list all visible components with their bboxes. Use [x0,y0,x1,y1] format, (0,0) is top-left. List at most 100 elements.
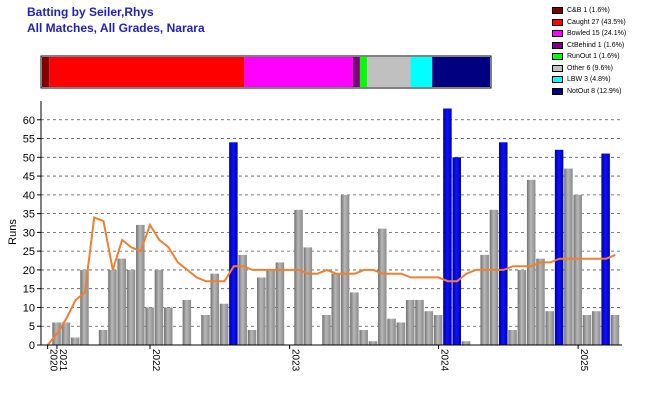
not-out-bar [229,142,238,345]
y-tick-label: 25 [23,246,35,258]
y-tick-label: 0 [29,340,35,352]
y-tick-label: 45 [23,171,35,183]
legend-label: RunOut 1 (1.6%) [567,53,620,61]
run-bars [52,108,620,345]
dismissal-segment [42,57,50,87]
not-out-bar [452,157,461,345]
innings-bar [564,168,573,345]
innings-bar [80,269,89,345]
innings-bar [582,314,592,345]
innings-bar [340,194,350,345]
legend-swatch [552,18,563,26]
innings-bar [70,337,80,345]
legend-swatch [552,30,563,38]
innings-bar [257,277,266,345]
innings-bar [247,329,257,345]
y-tick-label: 5 [29,321,35,333]
innings-bar [592,311,601,345]
dismissal-segment [352,57,360,87]
x-tick-label: 2022 [150,349,161,372]
not-out-bar [443,108,452,345]
innings-bar [117,258,126,345]
not-out-bar [601,153,610,345]
innings-bar [238,254,247,345]
y-tick-label: 35 [23,209,35,221]
innings-bar [163,307,173,345]
innings-bar [415,299,424,345]
legend-item: Bowled 15 (24.1%) [552,28,648,40]
innings-bar [545,311,555,345]
legend-item: NotOut 8 (12.9%) [552,86,648,98]
innings-bar [303,247,313,345]
dismissal-bar [42,57,490,87]
innings-bar [201,314,210,345]
dismissal-bar-frame [40,55,492,89]
innings-bar [266,269,275,345]
legend-swatch [552,41,563,49]
innings-bar [182,299,192,345]
innings-bar [461,341,471,345]
y-axis-label: Runs [7,219,19,245]
innings-bar [61,322,71,345]
legend-label: Other 6 (9.6%) [567,64,613,72]
legend-item: Caught 27 (43.5%) [552,17,648,29]
y-tick-label: 10 [23,302,35,314]
y-tick-label: 40 [23,190,35,202]
innings-bar [526,179,536,345]
legend-label: CtBehind 1 (1.6%) [567,41,625,49]
innings-bar [359,329,368,345]
legend-item: C&B 1 (1.6%) [552,5,648,17]
innings-bar [517,269,527,345]
y-tick-label: 20 [23,265,35,277]
innings-bar [480,254,489,345]
y-tick-label: 60 [23,115,35,127]
y-tick-label: 30 [23,227,35,239]
y-tick-label: 50 [23,152,35,164]
legend-label: C&B 1 (1.6%) [567,7,610,15]
legend-swatch [552,7,563,15]
innings-bar [387,318,396,345]
legend: C&B 1 (1.6%) Caught 27 (43.5%) Bowled 15… [552,5,648,97]
innings-bar [126,269,136,345]
innings-bar [378,228,387,345]
legend-label: LBW 3 (4.8%) [567,76,611,84]
innings-bar [275,262,285,345]
x-tick-label: 2024 [439,349,450,372]
dismissal-segment [359,57,368,87]
innings-bar [294,209,303,345]
innings-bar [368,341,378,345]
legend-label: Caught 27 (43.5%) [567,18,626,26]
innings-bar [433,314,443,345]
not-out-bar [499,142,508,345]
x-tick-label: 2020 [48,349,59,372]
x-tick-label: 2021 [57,349,68,372]
legend-item: Other 6 (9.6%) [552,63,648,75]
legend-swatch [552,53,563,61]
innings-bar [424,311,434,345]
legend-label: NotOut 8 (12.9%) [567,87,622,95]
legend-item: CtBehind 1 (1.6%) [552,40,648,52]
dismissal-segment [432,57,490,87]
y-tick-label: 15 [23,284,35,296]
chart-title: Batting by Seiler,Rhys [27,5,154,19]
dismissal-segment [49,57,245,87]
innings-bar [610,314,620,345]
innings-bar [136,224,145,345]
x-tick-label: 2025 [578,349,589,372]
innings-bar [405,299,415,345]
innings-bar [396,322,406,345]
x-tick-label: 2023 [290,349,301,372]
innings-bar [331,273,341,345]
legend-swatch [552,76,563,84]
legend-swatch [552,64,563,72]
innings-bar [210,273,220,345]
legend-item: RunOut 1 (1.6%) [552,51,648,63]
not-out-bar [554,149,564,345]
legend-label: Bowled 15 (24.1%) [567,30,627,38]
chart-subtitle: All Matches, All Grades, Narara [27,21,205,35]
innings-bar [489,209,499,345]
innings-bar [536,258,545,345]
dismissal-segment [244,57,353,87]
